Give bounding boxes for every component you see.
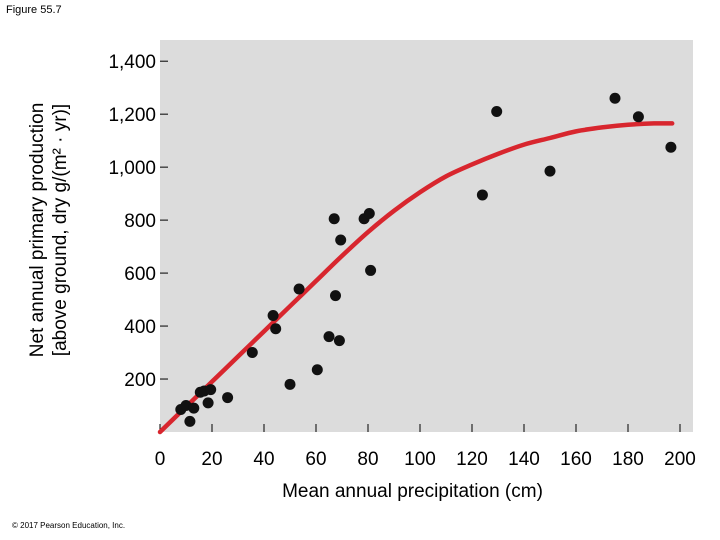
y-tick-label: 200 [124, 370, 156, 391]
data-point [665, 141, 677, 153]
figure-label: Figure 55.7 [6, 4, 62, 16]
x-tick-label: 80 [357, 449, 378, 470]
copyright-notice: © 2017 Pearson Education, Inc. [12, 521, 126, 530]
data-point [222, 392, 234, 404]
data-point [330, 290, 341, 302]
x-tick-label: 60 [305, 449, 326, 470]
data-point [328, 213, 340, 225]
y-tick-label: 1,400 [108, 52, 156, 73]
data-point [323, 331, 335, 343]
data-point [293, 283, 305, 295]
plot-background [160, 40, 693, 432]
data-point [311, 364, 323, 376]
x-tick-label: 20 [201, 449, 222, 470]
x-axis-title: Mean annual precipitation (cm) [282, 481, 543, 502]
data-point [284, 378, 296, 390]
fit-curve [157, 121, 675, 435]
x-tick-label: 40 [253, 449, 274, 470]
y-tick-label: 1,000 [108, 158, 156, 179]
y-axis-title-line-2: [above ground, dry g/(m² · yr)] [50, 104, 71, 356]
x-tick-label: 120 [456, 449, 488, 470]
y-tick-label: 400 [124, 317, 156, 338]
x-tick-label: 0 [155, 449, 166, 470]
data-point [363, 207, 375, 219]
x-tick-label: 180 [612, 449, 644, 470]
x-tick-label: 100 [404, 449, 436, 470]
data-point [544, 165, 556, 177]
y-axis-ticks: 200 400 600 800 1,000 1,200 1,400 [108, 52, 168, 391]
data-point [246, 347, 258, 359]
data-point [632, 111, 644, 123]
data-point [491, 106, 503, 118]
y-tick-label: 1,200 [108, 105, 156, 126]
data-point [365, 264, 377, 276]
y-tick-label: 800 [124, 211, 156, 232]
data-point [184, 415, 196, 427]
data-point [202, 397, 214, 409]
x-tick-label: 140 [508, 449, 540, 470]
data-points [175, 92, 677, 427]
x-axis-ticks: 0 20 40 60 80 100 120 140 160 180 200 [155, 424, 696, 470]
data-point [476, 189, 488, 201]
y-axis-title-line-1: Net annual primary production [27, 103, 48, 358]
y-tick-label: 600 [124, 264, 156, 285]
data-point [188, 402, 200, 414]
data-point [335, 234, 347, 246]
data-point [333, 335, 345, 347]
data-point [205, 384, 217, 396]
x-tick-label: 160 [560, 449, 592, 470]
data-point [267, 309, 279, 321]
data-point [270, 323, 282, 335]
x-tick-label: 200 [664, 449, 696, 470]
data-point [609, 92, 621, 104]
y-axis-title: Net annual primary production [above gro… [27, 103, 71, 358]
